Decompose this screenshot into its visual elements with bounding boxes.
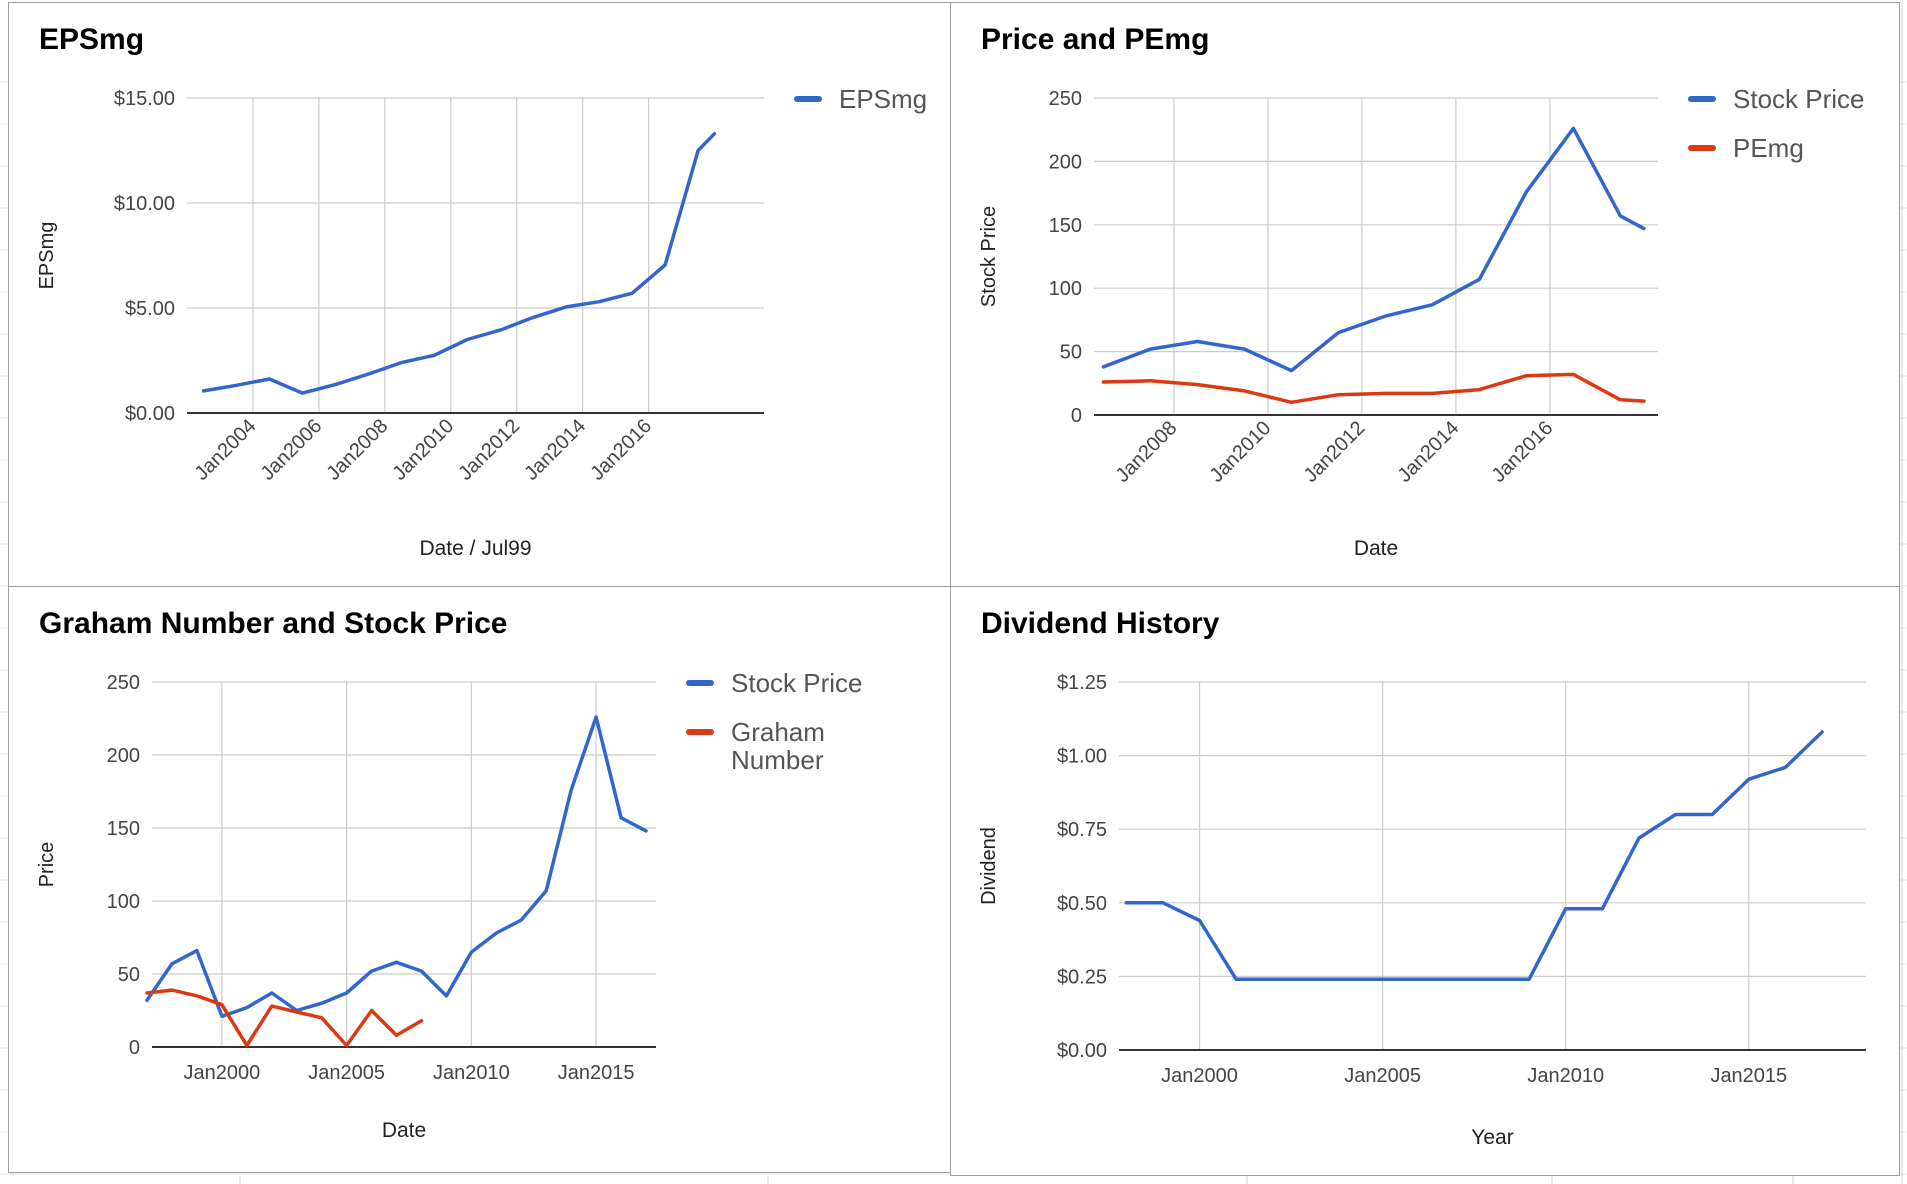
chart-panel-epsmg[interactable]: EPSmg $0.00 $5.00 $10.00 $15.00 Jan2004 Jan20… [8,2,952,588]
chart-title: Price and PEmg [981,23,1210,56]
series-line-pemg [1101,372,1646,405]
chart-title: Graham Number and Stock Price [39,607,508,640]
y-tick-label: $0.75 [1057,819,1107,841]
series-line-dividend [1124,730,1824,982]
series-line-stock-price [1101,126,1646,373]
y-tick-label: $1.25 [1057,672,1107,694]
y-tick-label: $0.25 [1057,966,1107,988]
x-tick-label: Jan2010 [1206,417,1276,487]
legend-label: EPSmg [839,84,927,114]
chart-title: Dividend History [981,607,1220,640]
x-tick-label: Jan2014 [520,415,590,485]
y-tick-label: 0 [1071,405,1082,427]
y-tick-label: 150 [1049,215,1082,237]
y-tick-label: $0.00 [1057,1040,1107,1062]
x-tick-label: Jan2010 [433,1062,510,1084]
chart-panel-dividend[interactable]: Dividend History $0.00 $0.25 $0.50 $0.75 $1.… [950,586,1900,1176]
y-axis-title: Stock Price [978,206,1000,307]
y-tick-label: $10.00 [114,193,175,215]
graham-number-chart: 0 50 100 150 200 250 Jan2000 Jan2005 Jan2010 Jan2… [36,668,863,1142]
x-tick-label: Jan2000 [183,1062,260,1084]
x-tick-label: Jan2012 [454,415,524,485]
x-tick-label: Jan2005 [1344,1065,1421,1087]
y-tick-label: $15.00 [114,88,175,110]
chart-panel-graham[interactable]: Graham Number and Stock Price 0 50 100 150 2… [8,586,952,1173]
price-pemg-chart: 0 50 100 150 200 250 Jan2008 Jan2010 Jan2012 Jan2… [978,84,1865,560]
x-tick-label: Jan2000 [1161,1065,1238,1087]
series-line-stock-price [145,715,648,1019]
y-axis-title: EPSmg [36,222,58,290]
x-tick-label: Jan2008 [323,415,393,485]
y-tick-label: 200 [107,745,140,767]
x-axis-title: Date / Jul99 [419,537,531,560]
legend-label: Stock Price [1733,84,1865,114]
x-axis-title: Date [1354,537,1398,560]
legend-label: Graham Number [731,717,825,775]
y-tick-label: $5.00 [125,298,175,320]
y-tick-label: 250 [107,672,140,694]
y-tick-label: 250 [1049,88,1082,110]
y-tick-label: 100 [107,891,140,913]
y-tick-label: 150 [107,818,140,840]
x-tick-label: Jan2012 [1300,417,1370,487]
y-tick-label: 200 [1049,151,1082,173]
y-tick-label: $0.00 [125,403,175,425]
x-tick-label: Jan2010 [388,415,458,485]
legend-label: PEmg [1733,133,1804,163]
x-tick-label: Jan2005 [308,1062,385,1084]
y-tick-label: $1.00 [1057,746,1107,768]
y-tick-label: 100 [1049,278,1082,300]
y-tick-label: 50 [118,964,140,986]
epsmg-chart: $0.00$5.00$10.00$15.00Jan2004Jan2006Jan2… [36,84,927,560]
x-tick-label: Jan2004 [191,415,261,485]
dividend-history-chart: $0.00 $0.25 $0.50 $0.75 $1.00 $1.25 Jan2000 Jan… [978,672,1866,1149]
series-line-epsmg [201,131,717,395]
y-tick-label: 50 [1060,342,1082,364]
y-tick-label: $0.50 [1057,893,1107,915]
legend-label: Stock Price [731,668,863,698]
x-tick-label: Jan2016 [1488,417,1558,487]
x-axis-title: Date [382,1119,426,1142]
x-axis-title: Year [1471,1126,1513,1149]
y-axis-title: Dividend [978,827,1000,905]
chart-panel-price-pemg[interactable]: Price and PEmg 0 50 100 150 200 250 Jan2008 Jan… [950,2,1900,588]
x-tick-label: Jan2010 [1527,1065,1604,1087]
chart-title: EPSmg [39,23,145,56]
x-tick-label: Jan2015 [1710,1065,1787,1087]
x-tick-label: Jan2006 [257,415,327,485]
x-tick-label: Jan2016 [586,415,656,485]
y-axis-title: Price [36,842,58,888]
x-tick-label: Jan2015 [558,1062,635,1084]
series-line-graham-number [145,988,424,1048]
x-tick-label: Jan2014 [1394,417,1464,487]
y-tick-label: 0 [129,1037,140,1059]
x-tick-label: Jan2008 [1112,417,1182,487]
